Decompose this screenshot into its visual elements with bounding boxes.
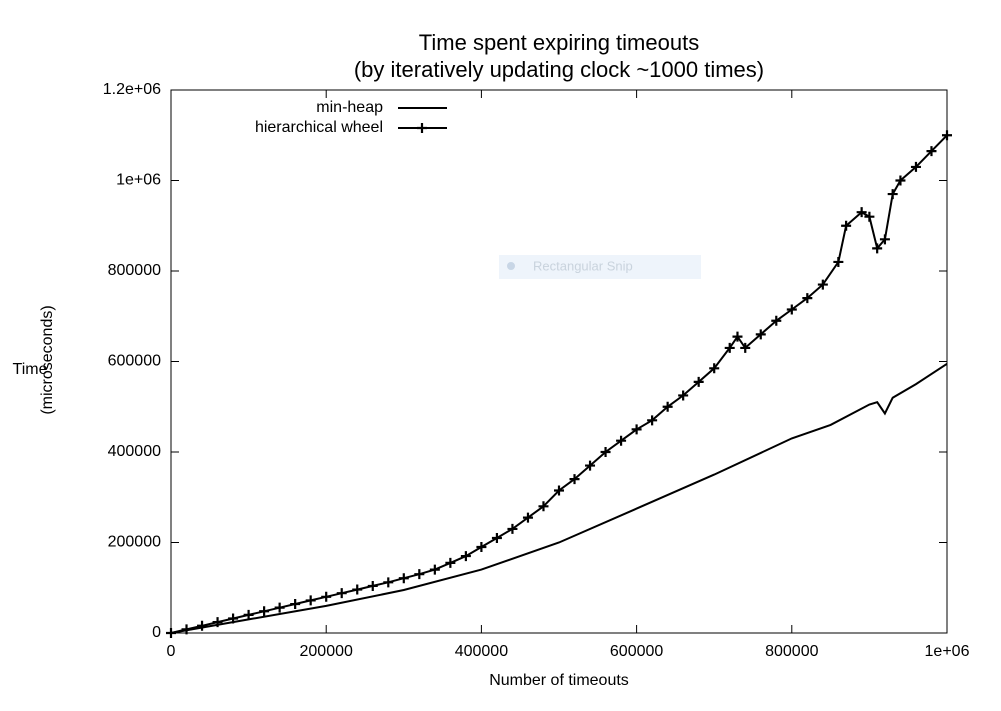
point-marker [709, 363, 720, 374]
point-marker [491, 532, 502, 543]
point-marker [895, 175, 906, 186]
snip-icon [507, 262, 515, 270]
x-tick-label: 0 [167, 643, 176, 660]
point-marker [856, 207, 867, 218]
point-marker [740, 342, 751, 353]
point-marker [274, 602, 285, 613]
point-marker [181, 624, 192, 635]
point-marker [228, 613, 239, 624]
point-marker [367, 580, 378, 591]
series-line [170, 362, 948, 634]
point-marker [678, 390, 689, 401]
point-marker [926, 146, 937, 157]
y-tick-label: 800000 [108, 262, 161, 279]
point-marker [724, 342, 735, 353]
point-marker [872, 243, 883, 254]
y-tick-label: 200000 [108, 534, 161, 551]
point-marker [910, 161, 921, 172]
point-marker [887, 189, 898, 200]
chart-subtitle: (by iteratively updating clock ~1000 tim… [354, 57, 764, 82]
point-marker [414, 569, 425, 580]
point-marker [833, 256, 844, 267]
y-axis-label: (microseconds) [39, 305, 56, 414]
point-marker [460, 551, 471, 562]
point-marker [600, 447, 611, 457]
y-tick-label: 400000 [108, 443, 161, 460]
chart-title: Time spent expiring timeouts [419, 30, 699, 55]
point-marker [522, 512, 533, 523]
point-marker [429, 564, 440, 575]
x-tick-label: 800000 [765, 643, 818, 660]
y-tick-label: 1.2e+06 [103, 81, 161, 98]
point-marker [631, 424, 642, 435]
y-tick-label: 600000 [108, 353, 161, 370]
x-tick-label: 1e+06 [925, 643, 970, 660]
point-marker [305, 595, 316, 606]
point-marker [383, 577, 394, 588]
point-marker [212, 617, 223, 628]
point-marker [786, 304, 797, 315]
point-marker [662, 401, 673, 412]
point-marker [445, 557, 456, 568]
legend-label: min-heap [316, 99, 383, 116]
point-marker [755, 329, 766, 340]
x-axis-label: Number of timeouts [489, 672, 629, 689]
point-marker [569, 474, 580, 485]
point-marker [197, 620, 208, 631]
point-marker [336, 588, 347, 599]
point-marker [616, 435, 627, 446]
y-tick-label: 0 [152, 624, 161, 641]
point-marker [879, 234, 890, 245]
y-tick-label: 1e+06 [116, 172, 161, 189]
point-marker [476, 542, 487, 553]
point-marker [554, 485, 564, 496]
point-marker [647, 415, 658, 426]
point-marker [693, 376, 704, 387]
point-marker [771, 315, 782, 326]
point-marker [864, 211, 875, 222]
point-marker [352, 584, 363, 595]
point-marker [398, 573, 409, 584]
legend-marker [417, 123, 427, 133]
y-axis-label: Time [13, 361, 48, 378]
snip-overlay [499, 255, 701, 279]
point-marker [290, 599, 301, 610]
point-marker [538, 501, 549, 512]
point-marker [259, 606, 270, 617]
x-tick-label: 200000 [300, 643, 353, 660]
legend-label: hierarchical wheel [255, 119, 383, 136]
x-tick-label: 400000 [455, 643, 508, 660]
point-marker [817, 279, 828, 290]
point-marker [585, 460, 596, 471]
snip-label: Rectangular Snip [533, 258, 633, 273]
x-tick-label: 600000 [610, 643, 663, 660]
point-marker [166, 628, 176, 638]
point-marker [732, 331, 743, 342]
point-marker [841, 220, 852, 231]
point-marker [802, 293, 813, 304]
point-marker [321, 591, 332, 602]
point-marker [942, 130, 952, 141]
point-marker [507, 523, 518, 534]
point-marker [243, 609, 254, 620]
